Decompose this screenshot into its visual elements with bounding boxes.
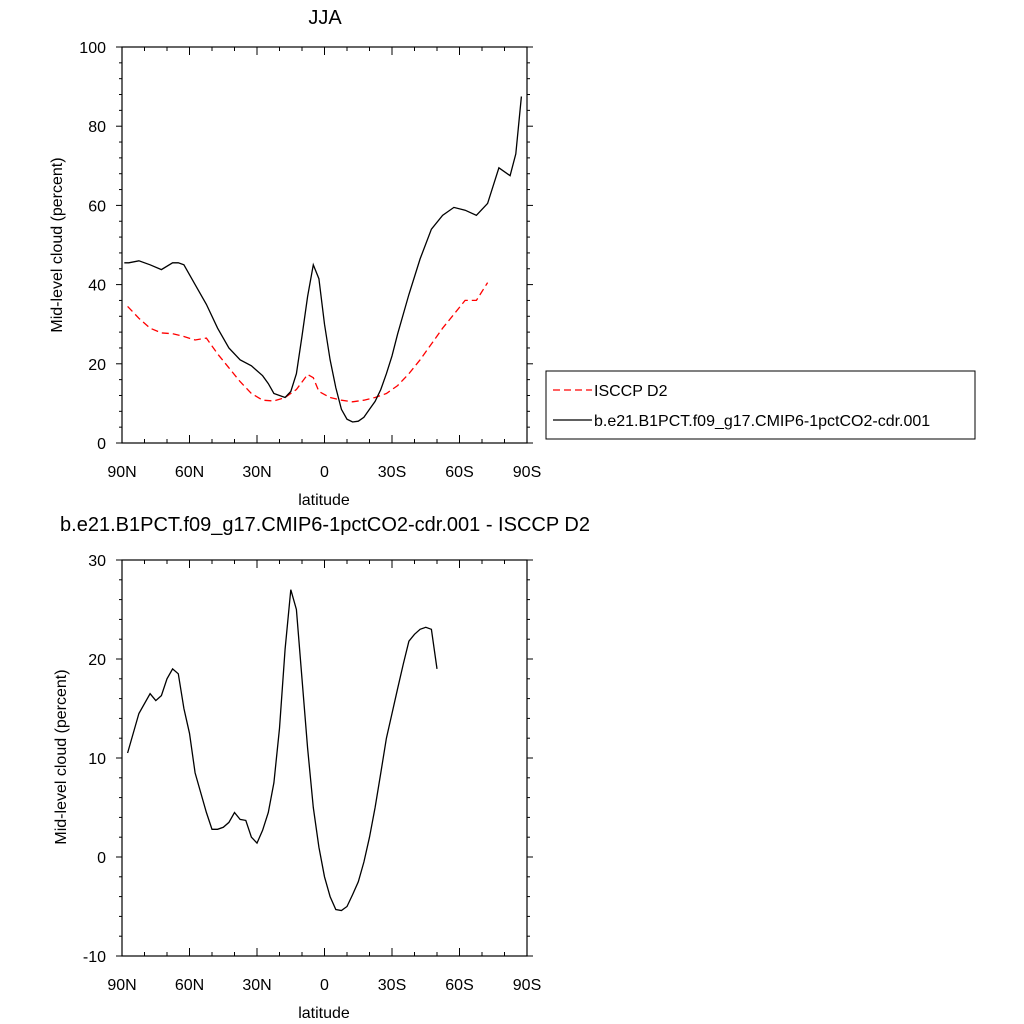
legend-box bbox=[545, 370, 976, 440]
top-chart-y-axis-label: Mid-level cloud (percent) bbox=[49, 157, 66, 332]
top-chart-title: JJA bbox=[308, 7, 342, 29]
x-tick-label: 0 bbox=[320, 977, 329, 994]
x-tick-label: 30S bbox=[378, 977, 406, 994]
top-chart-x-axis-label: latitude bbox=[298, 492, 350, 509]
bottom-chart-ticks bbox=[116, 559, 533, 957]
bottom-chart-x-axis-label: latitude bbox=[298, 1005, 350, 1022]
bottom-chart-x-tick-labels: 90N 60N 30N 0 30S 60S 90S bbox=[107, 977, 541, 994]
x-tick-label: 60S bbox=[445, 977, 473, 994]
y-tick-label: 80 bbox=[88, 119, 106, 136]
x-tick-label: 60S bbox=[445, 464, 473, 481]
series-line-difference bbox=[126, 589, 438, 912]
y-tick-label: 100 bbox=[79, 40, 106, 57]
x-tick-label: 90N bbox=[107, 977, 136, 994]
bottom-chart: b.e21.B1PCT.f09_g17.CMIP6-1pctCO2-cdr.00… bbox=[53, 514, 590, 1022]
y-tick-label: 20 bbox=[88, 357, 106, 374]
y-tick-label: -10 bbox=[83, 949, 106, 966]
bottom-chart-title: b.e21.B1PCT.f09_g17.CMIP6-1pctCO2-cdr.00… bbox=[60, 514, 590, 536]
legend: ISCCP D2 b.e21.B1PCT.f09_g17.CMIP6-1pctC… bbox=[545, 370, 976, 440]
top-chart-ticks bbox=[116, 46, 533, 444]
y-tick-label: 30 bbox=[88, 553, 106, 570]
y-tick-label: 0 bbox=[97, 850, 106, 867]
x-tick-label: 90S bbox=[513, 464, 541, 481]
y-tick-label: 60 bbox=[88, 198, 106, 215]
y-tick-label: 20 bbox=[88, 652, 106, 669]
y-tick-label: 10 bbox=[88, 751, 106, 768]
bottom-chart-y-axis-label: Mid-level cloud (percent) bbox=[53, 669, 70, 844]
series-line-isccp-d2 bbox=[127, 282, 489, 403]
y-tick-label: 0 bbox=[97, 436, 106, 453]
bottom-chart-frame bbox=[121, 559, 528, 957]
top-chart-y-tick-labels: 0 20 40 60 80 100 bbox=[79, 40, 106, 453]
x-tick-label: 0 bbox=[320, 464, 329, 481]
y-tick-label: 40 bbox=[88, 278, 106, 295]
top-chart: JJA 90N 60N 30N 0 30S 60S 90S 0 20 40 60 80 100 lat… bbox=[49, 7, 541, 509]
bottom-chart-lines bbox=[126, 589, 438, 912]
x-tick-label: 30S bbox=[378, 464, 406, 481]
x-tick-label: 30N bbox=[242, 977, 271, 994]
x-tick-label: 60N bbox=[175, 464, 204, 481]
series-line-model bbox=[124, 96, 523, 423]
legend-label-model: b.e21.B1PCT.f09_g17.CMIP6-1pctCO2-cdr.00… bbox=[594, 413, 930, 430]
top-chart-lines bbox=[124, 96, 523, 423]
legend-label-isccp: ISCCP D2 bbox=[594, 383, 668, 400]
x-tick-label: 90N bbox=[107, 464, 136, 481]
x-tick-label: 60N bbox=[175, 977, 204, 994]
top-chart-frame bbox=[121, 46, 528, 444]
x-tick-label: 30N bbox=[242, 464, 271, 481]
x-tick-label: 90S bbox=[513, 977, 541, 994]
bottom-chart-y-tick-labels: -10 0 10 20 30 bbox=[83, 553, 106, 966]
top-chart-x-tick-labels: 90N 60N 30N 0 30S 60S 90S bbox=[107, 464, 541, 481]
